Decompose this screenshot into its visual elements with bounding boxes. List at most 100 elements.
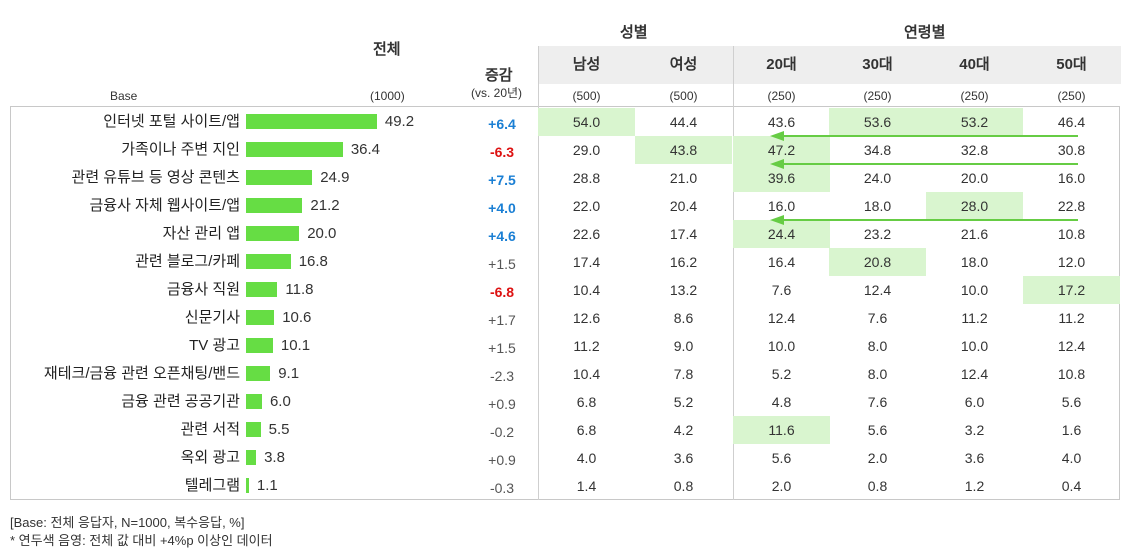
- table-cell: 21.0: [669, 170, 698, 186]
- table-cell: 12.4: [960, 366, 989, 382]
- bar: [246, 450, 257, 465]
- table-cell: 11.2: [573, 338, 600, 354]
- column-header-female: 여성: [669, 56, 698, 73]
- table-cell: 6.0: [964, 394, 985, 410]
- trend-arrow-head: [770, 215, 784, 225]
- table-cell: 6.8: [576, 394, 597, 410]
- table-cell: 1.6: [1061, 422, 1082, 438]
- table-cell: 18.0: [960, 254, 989, 270]
- table-cell: 9.0: [673, 338, 694, 354]
- table-cell: 0.8: [673, 478, 694, 494]
- table-cell: 22.6: [572, 226, 601, 242]
- table-cell: 18.0: [863, 198, 892, 214]
- table-cell: 21.6: [960, 226, 989, 242]
- table-cell: 16.0: [767, 198, 796, 214]
- category-label: TV 광고: [189, 337, 240, 354]
- change-value: +1.5: [488, 256, 516, 272]
- bar-value-label: 10.6: [282, 309, 312, 326]
- table-cell: 0.8: [867, 478, 888, 494]
- table-cell: 7.6: [771, 282, 792, 298]
- table-cell: 10.4: [572, 282, 601, 298]
- change-value: +1.7: [488, 312, 516, 328]
- trend-arrow-head: [770, 159, 784, 169]
- change-value: -0.2: [489, 424, 515, 440]
- bar-value-label: 3.8: [264, 449, 285, 466]
- change-value: -6.8: [489, 284, 515, 300]
- table-cell: 44.4: [669, 114, 698, 130]
- table-cell: 11.6: [733, 416, 830, 444]
- column-header-age20: 20대: [766, 56, 797, 73]
- table-cell: 1.2: [964, 478, 985, 494]
- bar-value-label: 36.4: [350, 141, 381, 158]
- table-cell: 5.6: [867, 422, 888, 438]
- bar-value-label: 21.2: [310, 197, 340, 214]
- category-label: 금융사 직원: [166, 281, 240, 298]
- table-cell: 20.0: [960, 170, 989, 186]
- age-separator: [733, 46, 734, 500]
- total-base: (1000): [370, 89, 405, 103]
- table-cell: 12.0: [1057, 254, 1086, 270]
- column-base-age20: (250): [767, 89, 796, 103]
- bar-value-label: 5.5: [268, 421, 290, 438]
- table-cell: 16.2: [669, 254, 698, 270]
- bar: [246, 282, 278, 297]
- column-base-age30: (250): [863, 89, 892, 103]
- table-cell: 12.6: [572, 310, 601, 326]
- category-label: 자산 관리 앱: [162, 225, 240, 242]
- table-cell: 4.8: [771, 394, 792, 410]
- category-label: 신문기사: [184, 309, 240, 326]
- bar: [246, 170, 313, 185]
- category-label: 금융사 자체 웹사이트/앱: [89, 197, 240, 214]
- change-subtitle: (vs. 20년): [471, 86, 523, 100]
- table-cell: 11.2: [1058, 310, 1085, 326]
- change-value: +0.9: [488, 452, 516, 468]
- bar: [246, 478, 249, 493]
- table-cell: 29.0: [572, 142, 601, 158]
- table-cell: 0.4: [1061, 478, 1082, 494]
- change-value: +6.4: [488, 116, 516, 132]
- category-label: 관련 유튜브 등 영상 콘텐츠: [71, 169, 240, 186]
- bar-value-label: 16.8: [298, 253, 328, 270]
- table-cell: 10.0: [960, 282, 989, 298]
- table-cell: 10.8: [1057, 226, 1086, 242]
- table-cell: 47.2: [733, 136, 830, 164]
- bar-value-label: 49.2: [384, 113, 415, 130]
- change-value: +0.9: [488, 396, 516, 412]
- category-label: 관련 블로그/카페: [135, 253, 240, 270]
- bar: [246, 310, 275, 325]
- category-label: 금융 관련 공공기관: [121, 393, 240, 410]
- age-group-title: 연령별: [904, 24, 946, 41]
- bar-value-label: 11.8: [285, 281, 314, 298]
- trend-arrow-head: [770, 131, 784, 141]
- category-label: 관련 서적: [180, 421, 240, 438]
- table-cell: 22.0: [572, 198, 601, 214]
- table-cell: 10.0: [960, 338, 989, 354]
- change-value: -6.3: [489, 144, 515, 160]
- table-cell: 54.0: [538, 108, 635, 136]
- table-cell: 10.8: [1057, 366, 1086, 382]
- table-cell: 11.2: [961, 310, 988, 326]
- bar: [246, 338, 273, 353]
- category-label: 재테크/금융 관련 오픈채팅/밴드: [43, 365, 240, 382]
- table-cell: 24.4: [733, 220, 830, 248]
- total-title: 전체: [373, 41, 401, 58]
- change-value: +4.0: [488, 200, 516, 216]
- column-header-age50: 50대: [1056, 56, 1087, 73]
- table-cell: 53.6: [829, 108, 926, 136]
- bar: [246, 198, 303, 213]
- table-cell: 3.6: [964, 450, 985, 466]
- change-value: +4.6: [488, 228, 516, 244]
- table-cell: 20.4: [669, 198, 698, 214]
- table-cell: 28.0: [926, 192, 1023, 220]
- change-title: 증감: [485, 67, 513, 84]
- column-base-age50: (250): [1057, 89, 1086, 103]
- table-cell: 7.6: [867, 394, 888, 410]
- bar-value-label: 10.1: [280, 337, 311, 354]
- change-value: +7.5: [488, 172, 516, 188]
- table-cell: 16.0: [1057, 170, 1086, 186]
- table-cell: 22.8: [1057, 198, 1086, 214]
- table-cell: 12.4: [863, 282, 892, 298]
- table-cell: 6.8: [576, 422, 597, 438]
- age-header-band: [733, 46, 1121, 84]
